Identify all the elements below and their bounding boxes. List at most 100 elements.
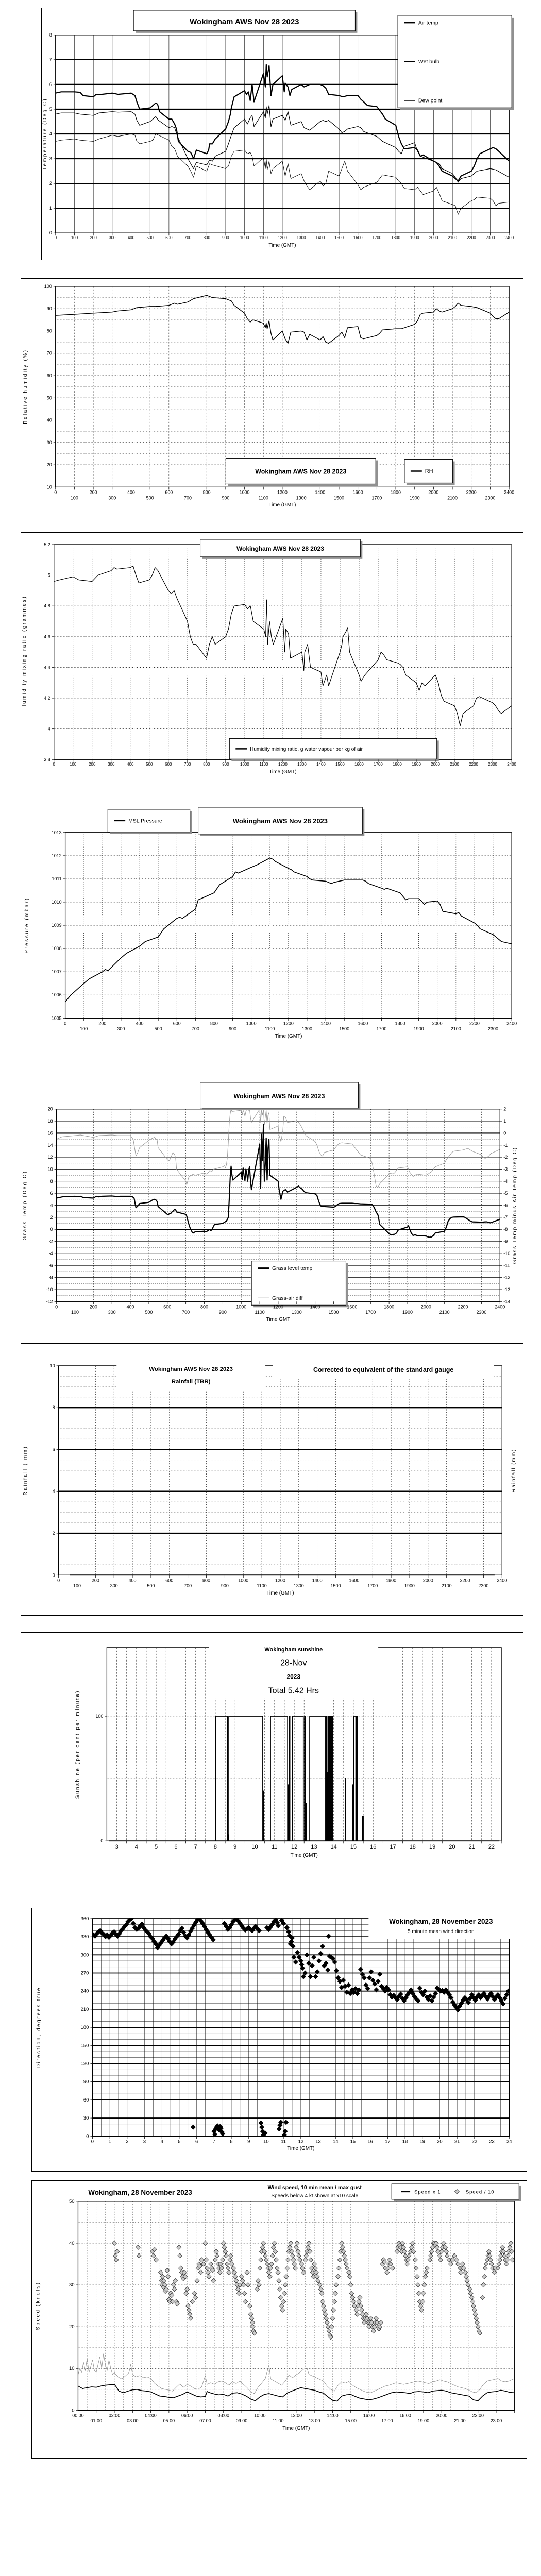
svg-text:1700: 1700	[365, 1310, 376, 1315]
svg-text:19:00: 19:00	[418, 2418, 429, 2424]
svg-text:0: 0	[57, 1578, 60, 1583]
svg-text:19: 19	[429, 1844, 435, 1850]
svg-text:Humidity mixing ratio, g water: Humidity mixing ratio, g water vapour pe…	[250, 747, 363, 752]
svg-text:120: 120	[81, 2061, 89, 2066]
svg-text:800: 800	[203, 762, 210, 767]
svg-text:20:00: 20:00	[436, 2413, 447, 2418]
svg-text:4: 4	[53, 1489, 55, 1494]
svg-text:01:00: 01:00	[91, 2418, 102, 2424]
svg-text:17:00: 17:00	[381, 2418, 393, 2424]
svg-text:2000: 2000	[428, 489, 438, 495]
svg-text:600: 600	[173, 1021, 181, 1026]
svg-text:500: 500	[147, 1583, 155, 1588]
svg-text:10: 10	[47, 484, 52, 489]
svg-text:30: 30	[47, 440, 52, 445]
svg-text:360: 360	[81, 1916, 89, 1922]
svg-text:100: 100	[80, 1026, 88, 1031]
svg-text:11: 11	[281, 2139, 286, 2145]
svg-text:Time (GMT): Time (GMT)	[268, 502, 296, 508]
svg-text:Total 5.42 Hrs: Total 5.42 Hrs	[268, 1686, 319, 1695]
svg-text:Grass Temp minus Air Temp (Deg: Grass Temp minus Air Temp (Deg C)	[512, 1147, 518, 1264]
svg-text:-5: -5	[503, 1191, 508, 1196]
svg-text:28-Nov: 28-Nov	[280, 1659, 307, 1668]
svg-text:Time GMT: Time GMT	[266, 1317, 291, 1323]
svg-text:1500: 1500	[331, 1583, 341, 1588]
svg-text:Grass-air diff: Grass-air diff	[272, 1296, 303, 1301]
svg-text:5: 5	[48, 573, 50, 578]
svg-text:1300: 1300	[297, 235, 306, 240]
svg-text:16: 16	[367, 2139, 373, 2145]
svg-text:4.6: 4.6	[44, 634, 50, 639]
svg-text:1700: 1700	[374, 762, 383, 767]
svg-text:2300: 2300	[486, 235, 495, 240]
svg-text:1800: 1800	[391, 489, 401, 495]
svg-text:16:00: 16:00	[363, 2413, 375, 2418]
svg-text:10: 10	[251, 1844, 258, 1850]
svg-text:8: 8	[50, 1179, 53, 1184]
svg-text:1300: 1300	[296, 495, 307, 500]
svg-text:1200: 1200	[277, 489, 288, 495]
svg-text:400: 400	[136, 1021, 144, 1026]
svg-text:12:00: 12:00	[291, 2413, 302, 2418]
svg-text:2200: 2200	[467, 235, 476, 240]
svg-text:2400: 2400	[497, 1578, 507, 1583]
svg-text:1000: 1000	[246, 1021, 257, 1026]
svg-text:Wokingham AWS Nov 28 2023: Wokingham AWS Nov 28 2023	[190, 18, 299, 26]
svg-text:03:00: 03:00	[127, 2418, 138, 2424]
svg-text:Rainfall (mm): Rainfall (mm)	[511, 1449, 517, 1493]
svg-text:-2: -2	[49, 1239, 53, 1244]
svg-text:300: 300	[108, 762, 115, 767]
svg-text:300: 300	[109, 235, 116, 240]
svg-text:1500: 1500	[329, 1310, 339, 1315]
svg-text:700: 700	[184, 495, 192, 500]
svg-text:500: 500	[145, 1310, 153, 1315]
svg-text:800: 800	[210, 1021, 218, 1026]
svg-text:1009: 1009	[52, 923, 62, 928]
svg-text:200: 200	[92, 1578, 99, 1583]
svg-text:12: 12	[291, 1844, 297, 1850]
svg-text:2100: 2100	[442, 1583, 452, 1588]
svg-text:1100: 1100	[259, 495, 268, 500]
svg-text:1100: 1100	[257, 1583, 266, 1588]
svg-text:100: 100	[71, 235, 78, 240]
svg-text:-3: -3	[503, 1166, 508, 1172]
svg-text:Temperature (Deg C): Temperature (Deg C)	[42, 98, 48, 171]
svg-text:200: 200	[98, 1021, 106, 1026]
svg-text:100: 100	[73, 1583, 81, 1588]
svg-text:2: 2	[49, 181, 52, 186]
svg-text:2300: 2300	[488, 1026, 498, 1031]
svg-text:1: 1	[108, 2139, 111, 2145]
svg-text:400: 400	[127, 1304, 134, 1309]
svg-text:Speed / 10: Speed / 10	[466, 2189, 495, 2195]
svg-text:2200: 2200	[458, 1304, 468, 1309]
svg-text:1600: 1600	[358, 1021, 368, 1026]
svg-text:60: 60	[83, 2097, 89, 2103]
svg-text:15: 15	[350, 2139, 356, 2145]
svg-text:Time (GMT): Time (GMT)	[268, 243, 296, 248]
svg-text:1800: 1800	[386, 1578, 396, 1583]
svg-text:5.2: 5.2	[44, 542, 50, 547]
svg-text:600: 600	[165, 762, 172, 767]
svg-text:500: 500	[146, 762, 153, 767]
svg-text:22: 22	[472, 2139, 478, 2145]
chart-panel-dir: Wokingham, 28 November 2023 5 minute mean…	[31, 1908, 527, 2172]
chart-panel-hmr: Wokingham AWS Nov 28 2023 Humidity mixing…	[21, 539, 523, 794]
svg-text:1900: 1900	[414, 1026, 424, 1031]
svg-text:Corrected to equivalent of the: Corrected to equivalent of the standard …	[313, 1366, 453, 1374]
svg-text:Time (GMT): Time (GMT)	[269, 769, 296, 775]
svg-text:2: 2	[126, 2139, 128, 2145]
svg-text:7: 7	[194, 1844, 197, 1850]
svg-text:Time (GMT): Time (GMT)	[266, 1590, 294, 1596]
svg-text:15:00: 15:00	[345, 2418, 357, 2424]
svg-text:900: 900	[222, 495, 229, 500]
svg-text:300: 300	[110, 1583, 118, 1588]
svg-text:Time (GMT): Time (GMT)	[282, 2426, 310, 2431]
svg-text:300: 300	[108, 495, 116, 500]
svg-text:-8: -8	[49, 1275, 53, 1280]
svg-text:2023: 2023	[287, 1673, 301, 1681]
svg-text:0: 0	[54, 489, 57, 495]
svg-text:3.8: 3.8	[44, 757, 50, 762]
svg-text:24: 24	[506, 2139, 512, 2145]
svg-text:Wokingham sunshine: Wokingham sunshine	[264, 1647, 323, 1653]
